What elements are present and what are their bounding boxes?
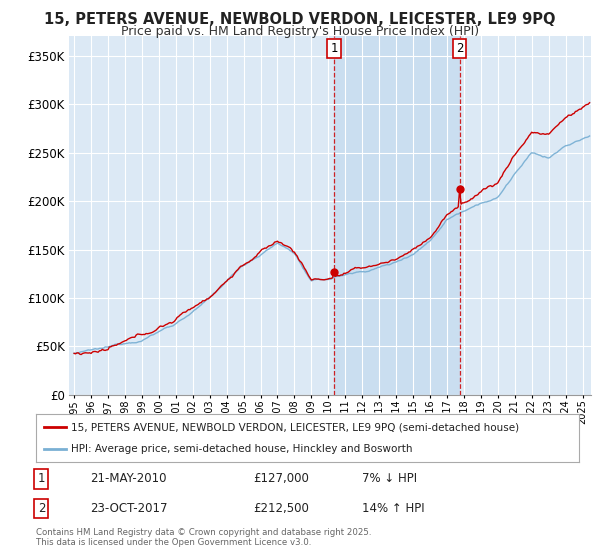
Text: Contains HM Land Registry data © Crown copyright and database right 2025.
This d: Contains HM Land Registry data © Crown c… [36, 528, 371, 547]
Text: 15, PETERS AVENUE, NEWBOLD VERDON, LEICESTER, LE9 9PQ: 15, PETERS AVENUE, NEWBOLD VERDON, LEICE… [44, 12, 556, 27]
Text: 21-MAY-2010: 21-MAY-2010 [91, 473, 167, 486]
Text: Price paid vs. HM Land Registry's House Price Index (HPI): Price paid vs. HM Land Registry's House … [121, 25, 479, 38]
Text: 1: 1 [330, 42, 338, 55]
Text: 23-OCT-2017: 23-OCT-2017 [91, 502, 168, 515]
Text: HPI: Average price, semi-detached house, Hinckley and Bosworth: HPI: Average price, semi-detached house,… [71, 444, 413, 454]
Text: 1: 1 [38, 473, 45, 486]
Text: 2: 2 [456, 42, 463, 55]
Bar [334, 36, 460, 395]
Text: 15, PETERS AVENUE, NEWBOLD VERDON, LEICESTER, LE9 9PQ (semi-detached house): 15, PETERS AVENUE, NEWBOLD VERDON, LEICE… [71, 422, 520, 432]
Text: 14% ↑ HPI: 14% ↑ HPI [362, 502, 424, 515]
Text: £127,000: £127,000 [253, 473, 309, 486]
Text: 7% ↓ HPI: 7% ↓ HPI [362, 473, 417, 486]
Text: £212,500: £212,500 [253, 502, 309, 515]
Text: 2: 2 [38, 502, 45, 515]
